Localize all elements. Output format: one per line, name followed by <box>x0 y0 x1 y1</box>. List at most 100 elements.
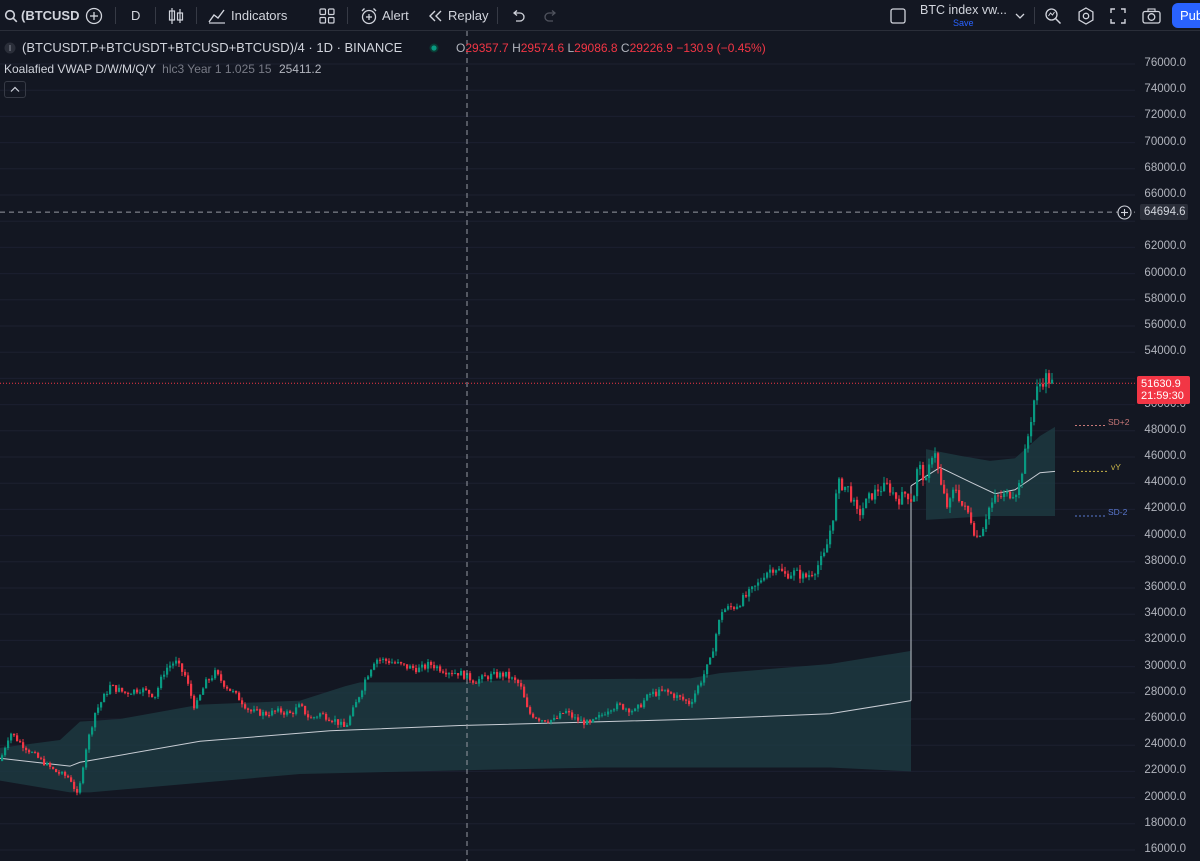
price-chart[interactable] <box>0 31 1200 861</box>
candle-body <box>124 691 127 693</box>
candle-body <box>775 570 778 573</box>
indicators-button[interactable]: Indicators <box>208 0 287 31</box>
candle-body <box>697 685 700 694</box>
low-label: L <box>567 41 575 55</box>
alert-label: Alert <box>382 8 409 23</box>
candles-icon <box>168 7 184 24</box>
snapshot-button[interactable] <box>1142 0 1161 31</box>
add-alert-plus-button[interactable] <box>1117 205 1132 220</box>
candle-body <box>778 568 781 571</box>
replay-button[interactable]: Replay <box>428 0 488 31</box>
candle-body <box>601 714 604 716</box>
chart-type-button[interactable] <box>168 0 184 31</box>
candle-body <box>640 704 643 708</box>
quick-search-button[interactable] <box>1044 0 1062 31</box>
layout-name[interactable]: BTC index vw... <box>920 3 1007 17</box>
candle-body <box>820 556 823 566</box>
open-value: 29357.7 <box>465 41 509 55</box>
candle-body <box>133 689 136 694</box>
symbol-title: (BTCUSDT.P+BTCUSDT+BTCUSD+BTCUSD)/4 · 1D… <box>22 40 403 55</box>
candle-body <box>1006 491 1009 494</box>
price-axis-tick: 32000.0 <box>1144 633 1186 646</box>
candle-body <box>856 499 859 509</box>
undo-button[interactable] <box>511 0 525 31</box>
candle-body <box>37 752 40 758</box>
candle-body <box>589 720 592 723</box>
candle-body <box>1033 400 1036 423</box>
candle-body <box>325 714 328 720</box>
candle-body <box>748 589 751 597</box>
compare-button[interactable] <box>85 0 103 31</box>
legend-collapse-button[interactable] <box>4 81 26 98</box>
candle-body <box>241 700 244 705</box>
alarm-clock-icon <box>361 7 377 24</box>
candle-body <box>724 609 727 613</box>
band-mid-label: vY <box>1111 462 1121 472</box>
candle-body <box>445 672 448 675</box>
candle-body <box>355 702 358 708</box>
candle-body <box>226 686 229 689</box>
candle-body <box>121 687 124 692</box>
interval-button[interactable]: D <box>131 8 141 23</box>
candle-body <box>625 708 628 710</box>
candle-body <box>694 693 697 702</box>
candle-body <box>346 724 349 727</box>
fullscreen-button[interactable] <box>1110 0 1126 31</box>
alert-button[interactable]: Alert <box>360 0 409 31</box>
candle-body <box>208 679 211 681</box>
collapse-arrow-icon[interactable] <box>4 42 16 54</box>
candle-body <box>352 707 355 717</box>
layout-checkbox[interactable] <box>890 0 906 31</box>
redo-button[interactable] <box>544 0 558 31</box>
candle-body <box>55 768 58 773</box>
candle-body <box>940 468 943 485</box>
plus-circle-icon <box>85 7 103 24</box>
candle-body <box>811 575 814 577</box>
layout-menu-button[interactable] <box>1015 0 1025 31</box>
candle-body <box>142 688 145 693</box>
symbol-search-button[interactable]: (BTCUSD <box>4 0 80 31</box>
candle-body <box>841 478 844 491</box>
candle-body <box>985 519 988 529</box>
publish-button[interactable]: Pub <box>1172 3 1200 28</box>
candle-body <box>769 569 772 573</box>
candle-body <box>373 663 376 670</box>
layout-save-status[interactable]: Save <box>953 17 974 28</box>
candle-body <box>676 695 679 698</box>
price-axis-tick: 48000.0 <box>1144 423 1186 436</box>
candle-body <box>97 707 100 713</box>
candle-body <box>961 501 964 506</box>
candle-body <box>283 712 286 715</box>
candle-body <box>286 711 289 715</box>
candle-body <box>790 575 793 579</box>
templates-button[interactable] <box>319 0 335 31</box>
candle-body <box>433 665 436 669</box>
candle-body <box>244 704 247 709</box>
candle-body <box>64 771 67 776</box>
price-axis-tick: 34000.0 <box>1144 607 1186 620</box>
candle-body <box>313 717 316 719</box>
candle-body <box>88 734 91 750</box>
candle-body <box>739 605 742 607</box>
candle-body <box>556 718 559 720</box>
price-axis-tick: 66000.0 <box>1144 188 1186 200</box>
candle-body <box>424 664 427 669</box>
price-axis-tick: 68000.0 <box>1144 161 1186 174</box>
candle-body <box>544 720 547 722</box>
candle-body <box>274 710 277 712</box>
candle-body <box>994 495 997 503</box>
candle-body <box>838 478 841 494</box>
vwap-band-fill <box>0 650 911 793</box>
candle-body <box>538 718 541 721</box>
candle-body <box>742 595 745 606</box>
candle-body <box>679 695 682 697</box>
candle-body <box>43 758 46 766</box>
candle-body <box>1018 482 1021 496</box>
candle-body <box>760 580 763 583</box>
candle-body <box>196 700 199 709</box>
indicator-legend[interactable]: Koalafied VWAP D/W/M/Q/Y hlc3 Year 1 1.0… <box>4 62 321 76</box>
candle-body <box>265 711 268 716</box>
change-value: −130.9 (−0.45%) <box>676 41 766 55</box>
fullscreen-icon <box>1110 7 1126 24</box>
settings-button[interactable] <box>1077 0 1095 31</box>
